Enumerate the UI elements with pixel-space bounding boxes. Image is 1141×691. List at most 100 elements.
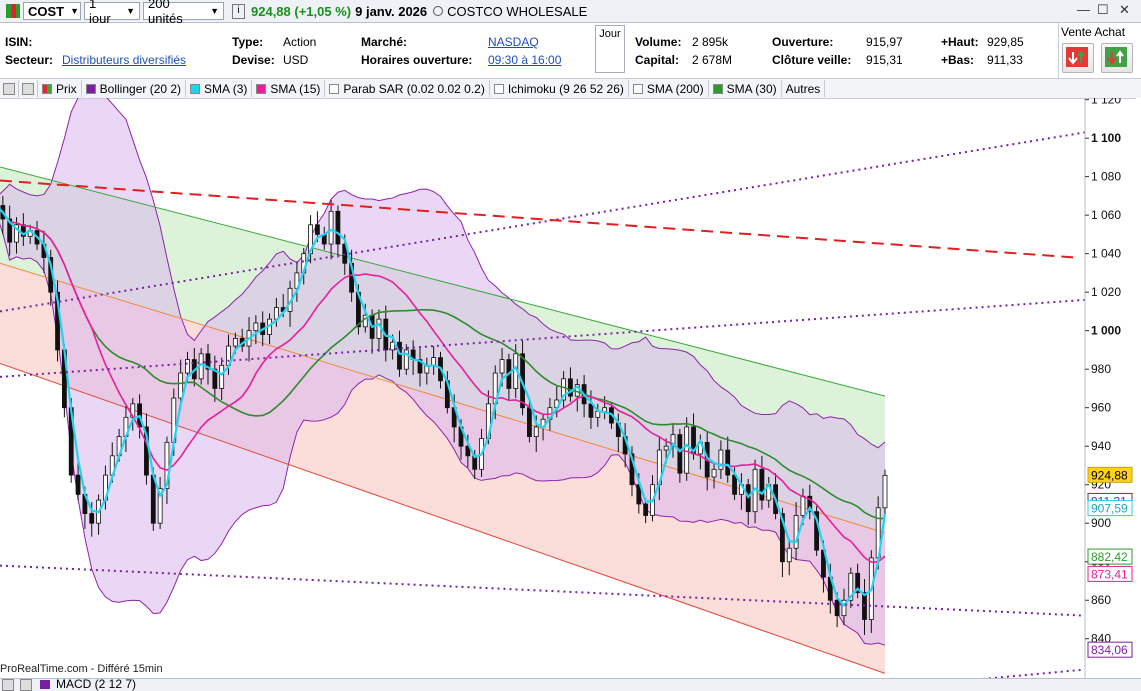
y-tick-label: 860	[1091, 593, 1111, 607]
y-tick-label: 900	[1091, 516, 1111, 530]
app-icon[interactable]	[6, 4, 20, 18]
last-date: 9 janv. 2026	[355, 3, 428, 19]
indicator-autres[interactable]: Autres	[782, 80, 826, 97]
order-panel: Vente Achat	[1058, 23, 1141, 78]
bollinger-swatch	[85, 83, 96, 94]
candle-body	[855, 572, 861, 593]
indicator-toggle-icon[interactable]	[0, 80, 19, 97]
candle-body	[178, 372, 184, 399]
price-chart[interactable]: 1 120 1 100 1 080 1 060 1 040 1 020 1 000 980 96…	[0, 98, 1141, 678]
close-button[interactable]: ✕	[1119, 2, 1130, 17]
candle-body	[7, 218, 13, 243]
marche-link[interactable]: NASDAQ	[488, 35, 539, 49]
candle-body	[834, 599, 840, 617]
macd-toggle-icon[interactable]	[2, 679, 14, 691]
horaires-link[interactable]: 09:30 à 16:00	[488, 53, 562, 67]
sma200-swatch	[632, 83, 643, 94]
candle-body	[793, 515, 799, 549]
y-tick-label: 960	[1091, 401, 1111, 415]
indicator-label: Autres	[785, 81, 821, 96]
candle-body	[718, 449, 724, 470]
minimize-button[interactable]: —	[1077, 2, 1090, 17]
candle-body	[636, 484, 642, 505]
candle-body	[328, 210, 334, 245]
candle-body	[800, 495, 806, 516]
bas-value: 911,33	[987, 53, 1023, 67]
dotted-trend-line	[982, 668, 1085, 678]
candle-body	[335, 210, 341, 245]
indicator-parab-sar[interactable]: Parab SAR (0.02 0.02 0.2)	[325, 80, 490, 97]
dashed-resistance-line	[0, 179, 1076, 259]
channel-bottom-line	[0, 362, 886, 674]
price-label-box	[1087, 500, 1133, 517]
macd-move-icon[interactable]	[20, 679, 32, 691]
info-icon[interactable]: i	[232, 3, 245, 19]
candle-body	[786, 547, 792, 563]
bas-label: +Bas:	[941, 53, 975, 67]
macd-label[interactable]: MACD (2 12 7)	[56, 677, 137, 691]
indicator-label: Parab SAR (0.02 0.02 0.2)	[343, 81, 485, 96]
symbol-text: COST	[28, 3, 65, 19]
bollinger-lower-line	[0, 223, 886, 646]
sma3-line	[0, 207, 887, 608]
channel-mid-line	[0, 262, 886, 534]
units-selector[interactable]: 200 unités ▼	[143, 0, 224, 26]
price-label-box	[1087, 641, 1133, 658]
candle-body	[588, 403, 594, 418]
candle-body	[759, 468, 765, 501]
indicator-move-icon[interactable]	[19, 80, 38, 97]
period-text: 1 jour	[89, 0, 111, 26]
indicator-bollinger[interactable]: Bollinger (20 2)	[82, 80, 187, 97]
dotted-trend-line	[0, 564, 1085, 617]
candle-body	[232, 337, 238, 347]
candle-body	[253, 322, 259, 332]
candle-body	[431, 357, 437, 366]
devise-value: USD	[283, 53, 309, 67]
price-label-text: 834,06	[1091, 643, 1128, 657]
type-value: Action	[283, 35, 317, 49]
type-label: Type:	[232, 35, 264, 49]
channel-top-line	[0, 166, 886, 397]
y-tick-label: 1 000	[1091, 324, 1121, 338]
buy-button[interactable]	[1101, 43, 1133, 73]
indicator-sma30[interactable]: SMA (30)	[709, 80, 782, 97]
units-text: 200 unités	[148, 0, 183, 26]
candle-body	[848, 572, 854, 601]
y-tick-label: 1 100	[1091, 131, 1121, 145]
y-tick-label: 1 040	[1091, 247, 1121, 261]
indicator-label: Bollinger (20 2)	[99, 81, 182, 96]
candle-body	[643, 503, 649, 516]
indicator-ichimoku[interactable]: Ichimoku (9 26 52 26)	[490, 80, 629, 97]
candle-body	[841, 599, 847, 617]
horaires-label: Horaires ouverture:	[361, 53, 473, 67]
vente-achat-label: Vente Achat	[1061, 25, 1126, 39]
volume-label: Volume:	[635, 35, 682, 49]
candle-body	[390, 341, 396, 351]
candle-body	[732, 474, 737, 495]
symbol-selector[interactable]: COST ▼	[23, 2, 81, 20]
sell-button[interactable]	[1062, 43, 1094, 73]
maximize-button[interactable]: ☐	[1097, 2, 1109, 17]
indicator-sma200[interactable]: SMA (200)	[629, 80, 709, 97]
secteur-link[interactable]: Distributeurs diversifiés	[62, 53, 187, 67]
indicator-bar: Prix Bollinger (20 2) SMA (3) SMA (15) P…	[0, 79, 1141, 99]
candle-body	[684, 426, 690, 474]
price-label-text: 882,42	[1091, 550, 1128, 564]
indicator-sma3[interactable]: SMA (3)	[186, 80, 253, 97]
candle-body	[629, 453, 635, 486]
indicator-sma15[interactable]: SMA (15)	[252, 80, 326, 97]
candle-body	[403, 349, 409, 370]
period-selector[interactable]: 1 jour ▼	[84, 0, 140, 26]
bollinger-upper-line	[0, 98, 886, 449]
candle-body	[663, 445, 669, 451]
indicator-label: SMA (3)	[204, 81, 248, 96]
indicator-prix[interactable]: Prix	[38, 80, 82, 97]
y-tick-label: 940	[1091, 439, 1111, 453]
candle-body	[157, 488, 163, 524]
y-tick-label: 1 120	[1091, 98, 1121, 107]
haut-label: +Haut:	[941, 35, 979, 49]
jour-button[interactable]: Jour	[595, 25, 625, 73]
sma30-swatch	[712, 83, 723, 94]
volume-value: 2 895k	[692, 35, 729, 49]
